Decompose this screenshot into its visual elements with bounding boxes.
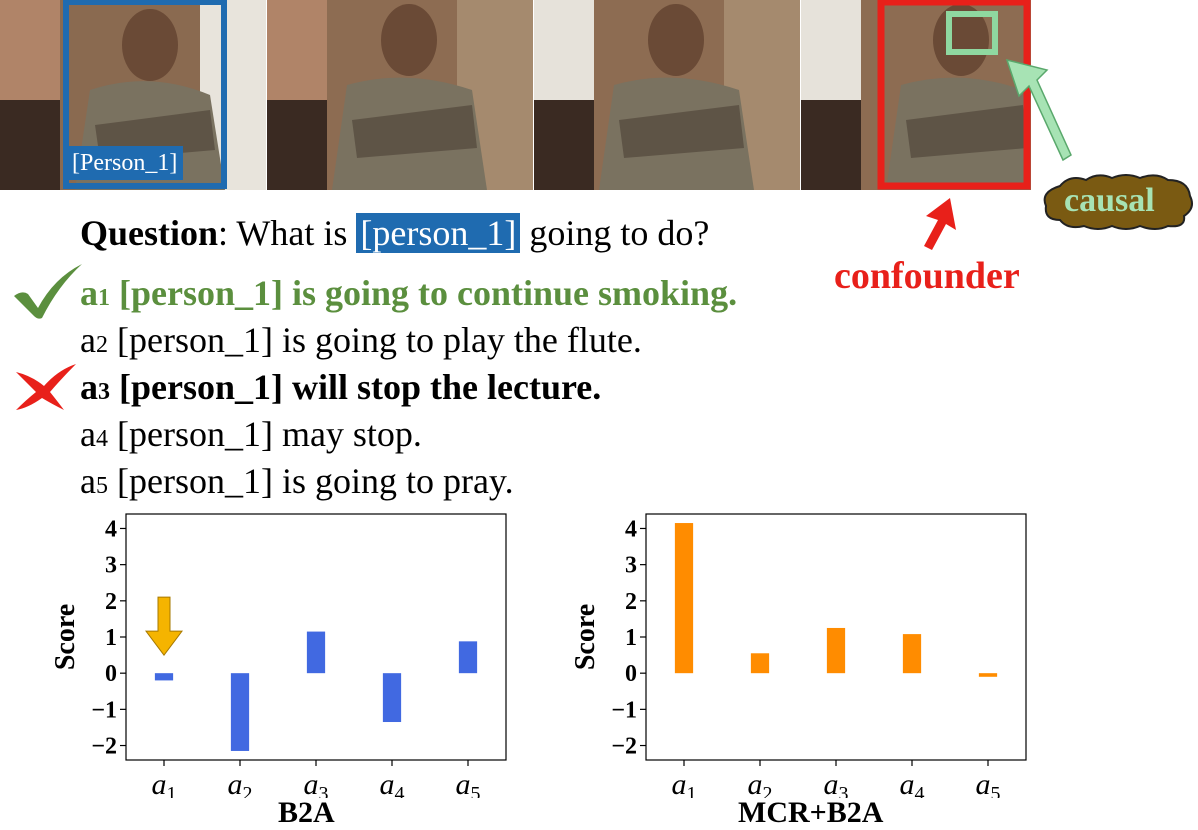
answer-3-prefix: a — [80, 367, 98, 407]
question-person-tag: [person_1] — [356, 213, 521, 253]
answer-4-text: [person_1] may stop. — [107, 414, 422, 454]
answer-5-text: [person_1] is going to pray. — [107, 461, 514, 501]
y-tick-label: −1 — [611, 697, 637, 723]
question-label: Question — [80, 213, 219, 253]
question-text-before: : What is — [218, 213, 357, 253]
answer-4-prefix: a — [80, 414, 96, 454]
answer-2-text: [person_1] is going to play the flute. — [107, 320, 642, 360]
mcr-b2a-chart: 4 3 2 1 0 −1 −2 Score a1 a2 a3 a4 a5 — [560, 446, 1040, 805]
y-tick-label: 1 — [625, 625, 637, 651]
video-frame-2 — [267, 0, 533, 190]
x-tick-label-a3: a3 — [824, 768, 849, 798]
bar-a1 — [154, 673, 174, 681]
b2a-chart-svg: 4 3 2 1 0 −1 −2 Score a1 a2 a3 a4 a5 — [50, 513, 507, 805]
video-frames: [Person_1] — [0, 0, 1198, 190]
bar-a5 — [978, 673, 998, 677]
answer-1-sub: 1 — [98, 285, 110, 311]
answer-2-sub: 2 — [95, 332, 108, 358]
video-frame-1 — [0, 0, 266, 190]
x-tick-label-a5: a5 — [456, 768, 481, 798]
x-tick-label-a5: a5 — [976, 768, 1001, 798]
x-tick-label-a4: a4 — [900, 768, 925, 798]
x-tick-label-a2: a2 — [228, 768, 253, 798]
x-tick-label-a1: a1 — [672, 768, 697, 798]
b2a-chart-title: B2A — [278, 796, 335, 829]
y-axis-label: Score — [570, 604, 601, 670]
confounder-label: confounder — [834, 255, 1020, 297]
mcr-b2a-chart-title: MCR+B2A — [738, 796, 884, 829]
x-tick-label-a4: a4 — [380, 768, 405, 798]
question: Question: What is [person_1] going to do… — [80, 212, 709, 254]
y-tick-label: 0 — [105, 661, 117, 687]
confounder-arrow-icon — [924, 198, 956, 250]
causal-cloud-icon — [1043, 174, 1193, 230]
answer-2-prefix: a — [80, 320, 96, 360]
bar-a4 — [902, 634, 922, 674]
answer-1-text: [person_1] is going to continue smoking. — [110, 273, 738, 313]
bar-a2 — [230, 673, 250, 751]
b2a-chart: 4 3 2 1 0 −1 −2 Score a1 a2 a3 a4 a5 — [40, 508, 520, 805]
bar-a3 — [826, 627, 846, 674]
answer-5-prefix: a — [80, 461, 96, 501]
answer-1: a1 [person_1] is going to continue smoki… — [80, 272, 737, 314]
y-tick-label: 2 — [625, 589, 637, 615]
y-tick-label: 0 — [625, 661, 637, 687]
check-icon — [14, 264, 82, 319]
x-tick-label-a3: a3 — [304, 768, 329, 798]
causal-arrow-icon — [1005, 58, 1072, 162]
confounder-box — [877, 0, 1031, 190]
person-label: [Person_1] — [66, 146, 184, 180]
bar-a2 — [750, 653, 770, 674]
answer-1-prefix: a — [80, 273, 98, 313]
question-text-after: going to do? — [520, 213, 710, 253]
person-bounding-box — [63, 0, 227, 189]
answer-2: a2 [person_1] is going to play the flute… — [80, 319, 642, 361]
answer-5-sub: 5 — [95, 473, 108, 499]
x-tick-label-a1: a1 — [152, 768, 177, 798]
video-frame-4 — [801, 0, 1198, 190]
answer-3-sub: 3 — [98, 379, 110, 405]
y-tick-label: 1 — [105, 625, 117, 651]
bar-a3 — [306, 631, 326, 674]
answer-3-text: [person_1] will stop the lecture. — [110, 367, 602, 407]
mcr-b2a-chart-svg: 4 3 2 1 0 −1 −2 Score a1 a2 a3 a4 a5 — [570, 446, 1027, 805]
y-tick-label: 4 — [625, 516, 637, 542]
answer-4-sub: 4 — [95, 426, 108, 452]
video-frame-3 — [534, 0, 800, 190]
answer-4: a4 [person_1] may stop. — [80, 413, 422, 455]
y-tick-label: −2 — [91, 734, 117, 760]
y-tick-label: 2 — [105, 589, 117, 615]
y-tick-label: 4 — [105, 516, 117, 542]
bar-a4 — [382, 673, 402, 723]
y-tick-label: 3 — [105, 553, 117, 579]
y-tick-label: −1 — [91, 697, 117, 723]
highlight-arrow-icon — [145, 596, 183, 657]
causal-label: causal — [1064, 182, 1155, 219]
bar-a5 — [458, 641, 478, 674]
answer-3: a3 [person_1] will stop the lecture. — [80, 366, 601, 408]
causal-box — [946, 11, 998, 55]
answer-5: a5 [person_1] is going to pray. — [80, 460, 514, 502]
y-tick-label: −2 — [611, 734, 637, 760]
y-axis-label: Score — [50, 604, 81, 670]
x-tick-label-a2: a2 — [748, 768, 773, 798]
cross-icon — [16, 364, 76, 410]
y-tick-label: 3 — [625, 553, 637, 579]
bar-a1 — [674, 523, 694, 674]
